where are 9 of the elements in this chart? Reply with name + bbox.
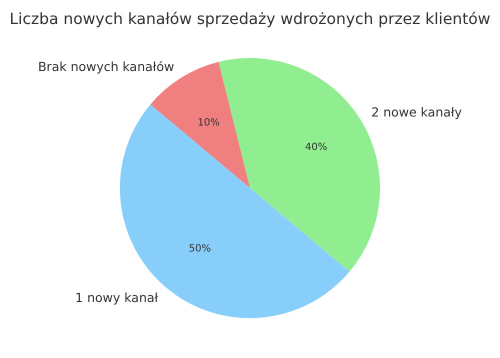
data-label: 50% [188, 243, 211, 254]
slice-label: Brak nowych kanałów [38, 59, 174, 74]
slice-label: 1 nowy kanał [75, 290, 159, 305]
slice-label: 2 nowe kanały [371, 104, 462, 120]
data-label: 10% [198, 117, 220, 128]
chart-title: Liczba nowych kanałów sprzedaży wdrożonych przez klientów [10, 10, 491, 28]
pie-slice [218, 58, 380, 272]
pie-slice [120, 104, 350, 318]
data-label: 40% [305, 142, 328, 154]
